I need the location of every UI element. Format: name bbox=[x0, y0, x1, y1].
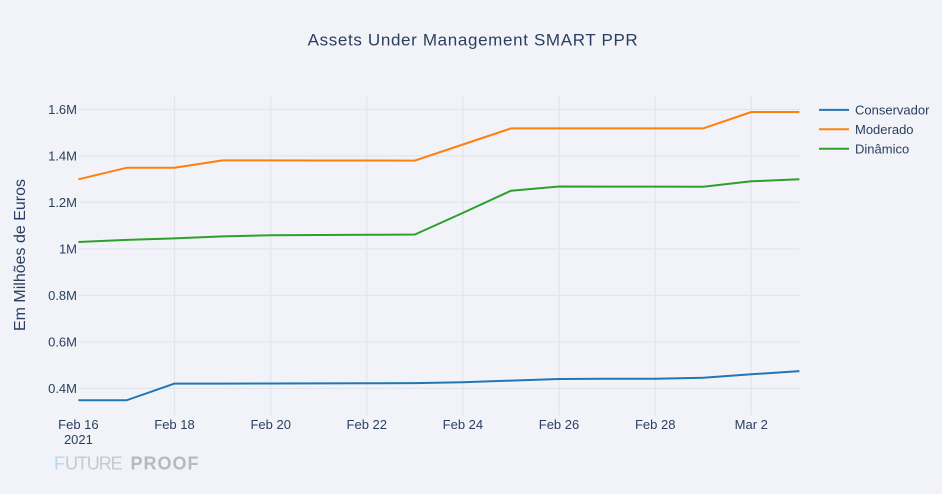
svg-text:Assets Under Management SMART: Assets Under Management SMART PPR bbox=[308, 31, 639, 50]
svg-text:Feb 26: Feb 26 bbox=[539, 417, 579, 432]
svg-text:1.2M: 1.2M bbox=[48, 195, 77, 210]
svg-text:Feb 28: Feb 28 bbox=[635, 417, 675, 432]
svg-text:1M: 1M bbox=[59, 242, 77, 257]
svg-text:Feb 22: Feb 22 bbox=[347, 417, 387, 432]
svg-text:Moderado: Moderado bbox=[855, 122, 914, 137]
svg-text:Dinâmico: Dinâmico bbox=[855, 141, 909, 156]
svg-text:Feb 20: Feb 20 bbox=[250, 417, 290, 432]
svg-text:Feb 24: Feb 24 bbox=[443, 417, 483, 432]
svg-text:0.4M: 0.4M bbox=[48, 381, 77, 396]
svg-text:0.6M: 0.6M bbox=[48, 335, 77, 350]
svg-text:1.4M: 1.4M bbox=[48, 149, 77, 164]
svg-text:Feb 18: Feb 18 bbox=[154, 417, 194, 432]
svg-text:Mar 2: Mar 2 bbox=[735, 417, 768, 432]
svg-text:Feb 16: Feb 16 bbox=[58, 417, 98, 432]
svg-text:2021: 2021 bbox=[64, 432, 93, 447]
svg-text:Conservador: Conservador bbox=[855, 103, 930, 118]
svg-text:1.6M: 1.6M bbox=[48, 102, 77, 117]
svg-text:Em Milhões de Euros: Em Milhões de Euros bbox=[12, 179, 29, 331]
svg-text:0.8M: 0.8M bbox=[48, 288, 77, 303]
